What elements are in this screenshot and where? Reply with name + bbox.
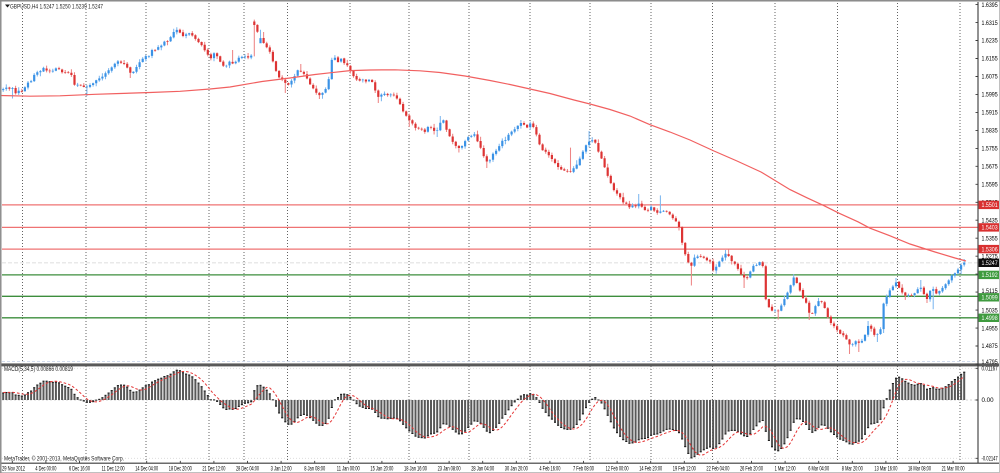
svg-text:11 Jan 00:00: 11 Jan 00:00 [337,465,360,472]
svg-text:23 Jan 08:00: 23 Jan 08:00 [438,465,461,472]
svg-text:8 Jan 08:00: 8 Jan 08:00 [304,465,325,472]
svg-text:18 Mar 08:00: 18 Mar 08:00 [908,465,931,472]
svg-text:MACD(5,34,5) 0.00866 0.00819: MACD(5,34,5) 0.00866 0.00819 [4,366,73,373]
svg-text:13 Mar 16:00: 13 Mar 16:00 [874,465,897,472]
svg-text:1.5403: 1.5403 [982,225,999,232]
svg-text:1.5099: 1.5099 [982,295,999,302]
svg-text:29 Nov 2012: 29 Nov 2012 [2,465,25,472]
svg-text:26 Feb 20:00: 26 Feb 20:00 [740,465,763,472]
svg-text:4 Dec 00:00: 4 Dec 00:00 [35,465,56,472]
svg-text:1.4875: 1.4875 [982,343,999,350]
svg-text:14 Feb 20:00: 14 Feb 20:00 [639,465,662,472]
svg-text:1.6075: 1.6075 [982,74,999,81]
svg-text:MetaTrader, © 2001-2013, MetaQ: MetaTrader, © 2001-2013, MetaQuotes Soft… [4,454,124,462]
svg-text:-0.02147: -0.02147 [982,456,999,463]
svg-text:1.6395: 1.6395 [982,2,999,9]
svg-text:11 Dec 12:00: 11 Dec 12:00 [102,465,125,472]
svg-text:14 Dec 04:00: 14 Dec 04:00 [135,465,158,472]
svg-text:1.5675: 1.5675 [982,164,999,171]
svg-text:1.5035: 1.5035 [982,307,999,314]
svg-text:21 Dec 12:00: 21 Dec 12:00 [202,465,225,472]
svg-text:30 Jan 20:00: 30 Jan 20:00 [505,465,528,472]
svg-text:15 Jan 20:00: 15 Jan 20:00 [370,465,393,472]
svg-text:1.5192: 1.5192 [982,272,999,279]
svg-text:1.5435: 1.5435 [982,217,999,224]
svg-text:1.6315: 1.6315 [982,20,999,27]
svg-text:1.6235: 1.6235 [982,38,999,45]
svg-text:22 Feb 04:00: 22 Feb 04:00 [706,465,729,472]
svg-text:1.4998: 1.4998 [982,315,999,322]
svg-text:6 Dec 16:00: 6 Dec 16:00 [69,465,90,472]
svg-text:12 Feb 00:00: 12 Feb 00:00 [606,465,629,472]
svg-text:GBPUSD,H4 1.5247 1.5250 1.5239: GBPUSD,H4 1.5247 1.5250 1.5239 1.5247 [10,3,103,10]
svg-text:28 Jan 04:00: 28 Jan 04:00 [471,465,494,472]
svg-text:0.00: 0.00 [982,397,995,404]
svg-text:1 Mar 12:00: 1 Mar 12:00 [775,465,796,472]
svg-text:18 Dec 20:00: 18 Dec 20:00 [169,465,192,472]
svg-text:7 Feb 08:00: 7 Feb 08:00 [573,465,594,472]
svg-text:18 Jan 16:00: 18 Jan 16:00 [404,465,427,472]
svg-text:1.4955: 1.4955 [982,325,999,332]
svg-text:1.5501: 1.5501 [982,202,999,209]
svg-text:0.01167: 0.01167 [982,366,999,373]
svg-text:6 Mar 04:00: 6 Mar 04:00 [808,465,829,472]
svg-text:1.5355: 1.5355 [982,235,999,242]
svg-text:1.5115: 1.5115 [982,288,999,295]
svg-text:1.5755: 1.5755 [982,146,999,153]
svg-text:1.5995: 1.5995 [982,92,999,99]
svg-text:1.5915: 1.5915 [982,110,999,117]
svg-text:19 Feb 12:00: 19 Feb 12:00 [673,465,696,472]
svg-text:1.5247: 1.5247 [982,260,999,267]
svg-text:1.6155: 1.6155 [982,56,999,63]
svg-text:1.4795: 1.4795 [982,359,999,366]
svg-text:1.5306: 1.5306 [982,246,999,253]
svg-text:28 Dec 04:00: 28 Dec 04:00 [236,465,259,472]
svg-text:1.5275: 1.5275 [982,253,999,260]
svg-text:1.5835: 1.5835 [982,128,999,135]
svg-text:4 Feb 16:00: 4 Feb 16:00 [539,465,560,472]
svg-text:21 Mar 00:00: 21 Mar 00:00 [942,465,965,472]
svg-text:1.5595: 1.5595 [982,182,999,189]
svg-text:3 Jan 12:00: 3 Jan 12:00 [271,465,292,472]
svg-text:8 Mar 20:00: 8 Mar 20:00 [842,465,863,472]
